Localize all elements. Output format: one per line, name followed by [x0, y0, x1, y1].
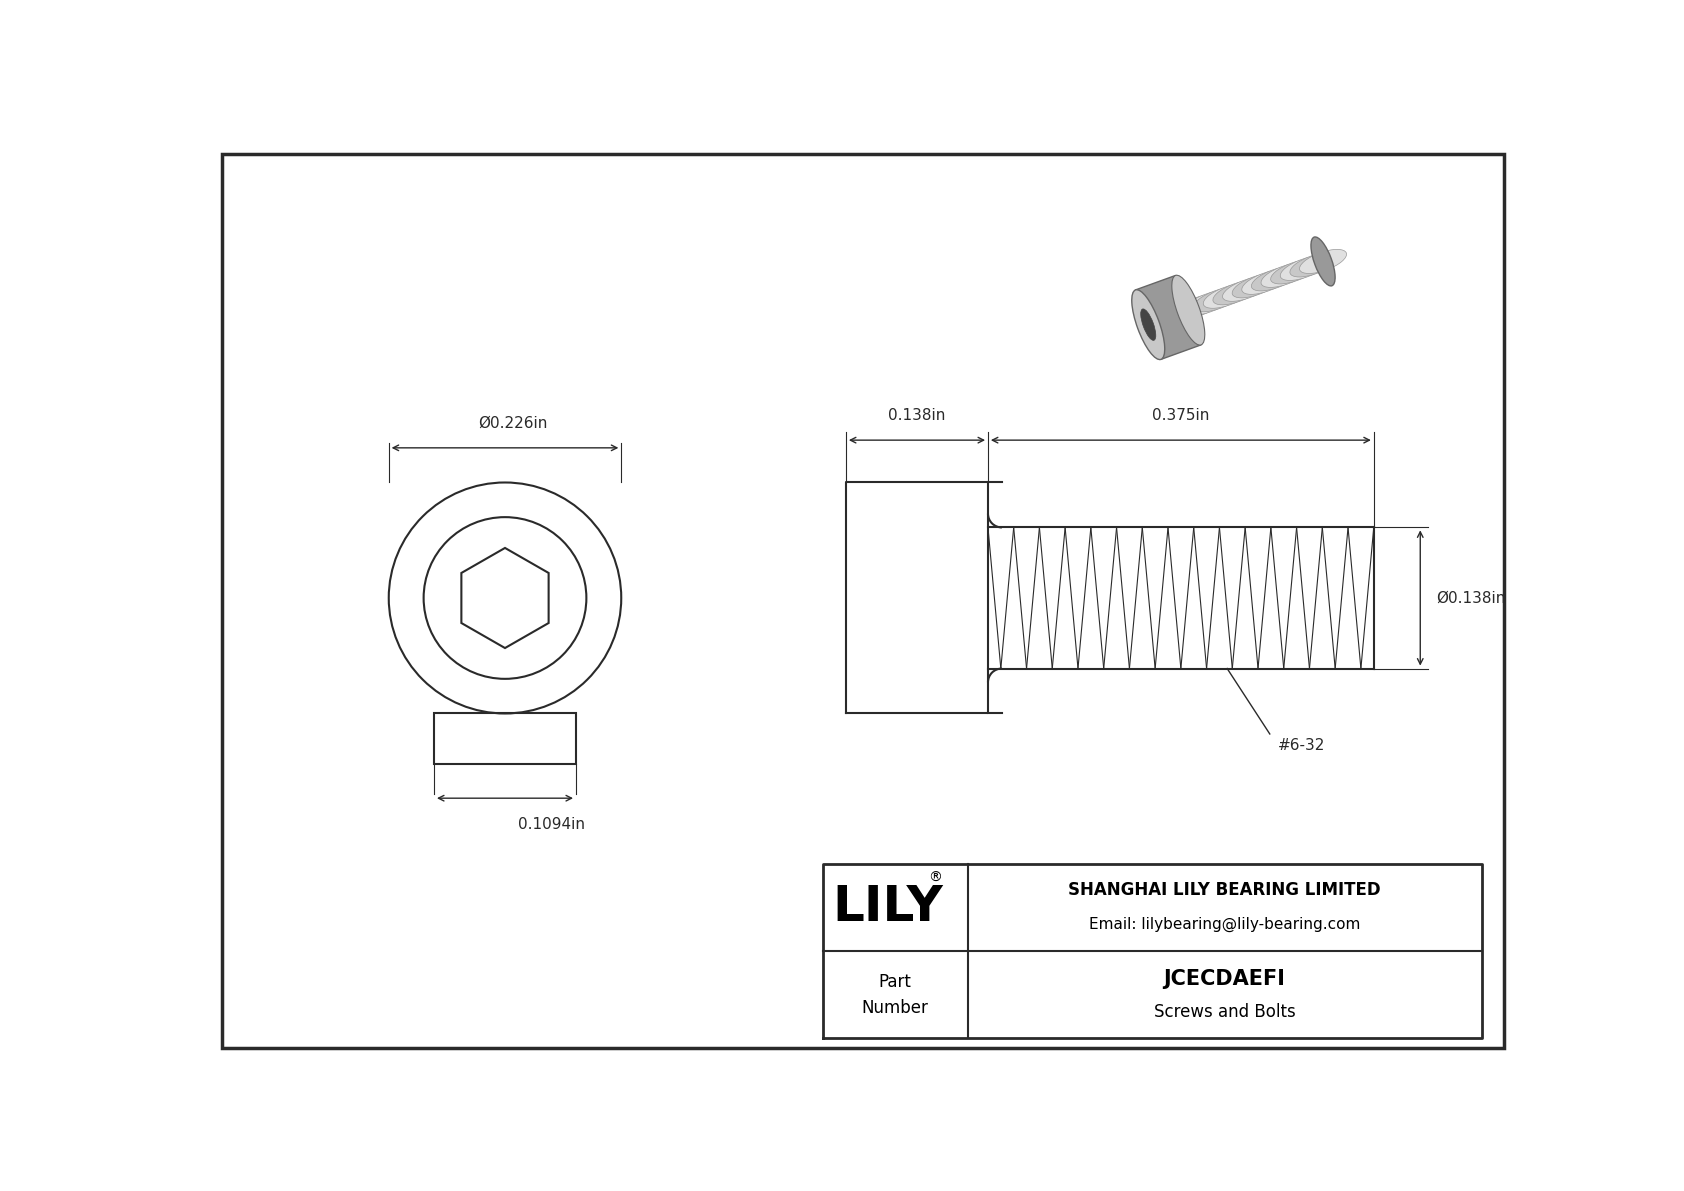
- Text: 0.375in: 0.375in: [1152, 409, 1209, 423]
- Text: Email: lilybearing@lily-bearing.com: Email: lilybearing@lily-bearing.com: [1090, 917, 1361, 931]
- Text: 0.138in: 0.138in: [887, 409, 946, 423]
- Ellipse shape: [1290, 252, 1337, 278]
- Text: Ø0.138in: Ø0.138in: [1436, 591, 1505, 605]
- Ellipse shape: [1165, 298, 1212, 323]
- Ellipse shape: [1233, 274, 1280, 298]
- Ellipse shape: [1174, 294, 1221, 319]
- Ellipse shape: [1172, 275, 1204, 345]
- Ellipse shape: [1132, 289, 1165, 360]
- Ellipse shape: [1280, 256, 1327, 280]
- Polygon shape: [1135, 275, 1201, 360]
- Ellipse shape: [1204, 285, 1250, 308]
- Ellipse shape: [1300, 249, 1347, 274]
- Bar: [434, 713, 576, 763]
- Text: LILY: LILY: [832, 884, 943, 931]
- Ellipse shape: [1223, 278, 1270, 301]
- Ellipse shape: [1241, 270, 1288, 294]
- Text: SHANGHAI LILY BEARING LIMITED: SHANGHAI LILY BEARING LIMITED: [1068, 881, 1381, 899]
- Ellipse shape: [1184, 291, 1231, 316]
- Text: Ø0.226in: Ø0.226in: [478, 416, 547, 431]
- Text: Part
Number: Part Number: [862, 973, 928, 1017]
- Text: ®: ®: [928, 871, 943, 885]
- Ellipse shape: [1251, 267, 1298, 291]
- Ellipse shape: [1140, 308, 1155, 341]
- Ellipse shape: [1212, 281, 1260, 305]
- Text: 0.1094in: 0.1094in: [519, 817, 584, 833]
- Ellipse shape: [1261, 263, 1308, 287]
- Text: Screws and Bolts: Screws and Bolts: [1154, 1003, 1295, 1021]
- Ellipse shape: [1271, 260, 1317, 283]
- Ellipse shape: [1310, 237, 1335, 286]
- Text: JCECDAEFI: JCECDAEFI: [1164, 969, 1285, 990]
- Text: #6-32: #6-32: [1278, 737, 1325, 753]
- Ellipse shape: [1194, 288, 1241, 312]
